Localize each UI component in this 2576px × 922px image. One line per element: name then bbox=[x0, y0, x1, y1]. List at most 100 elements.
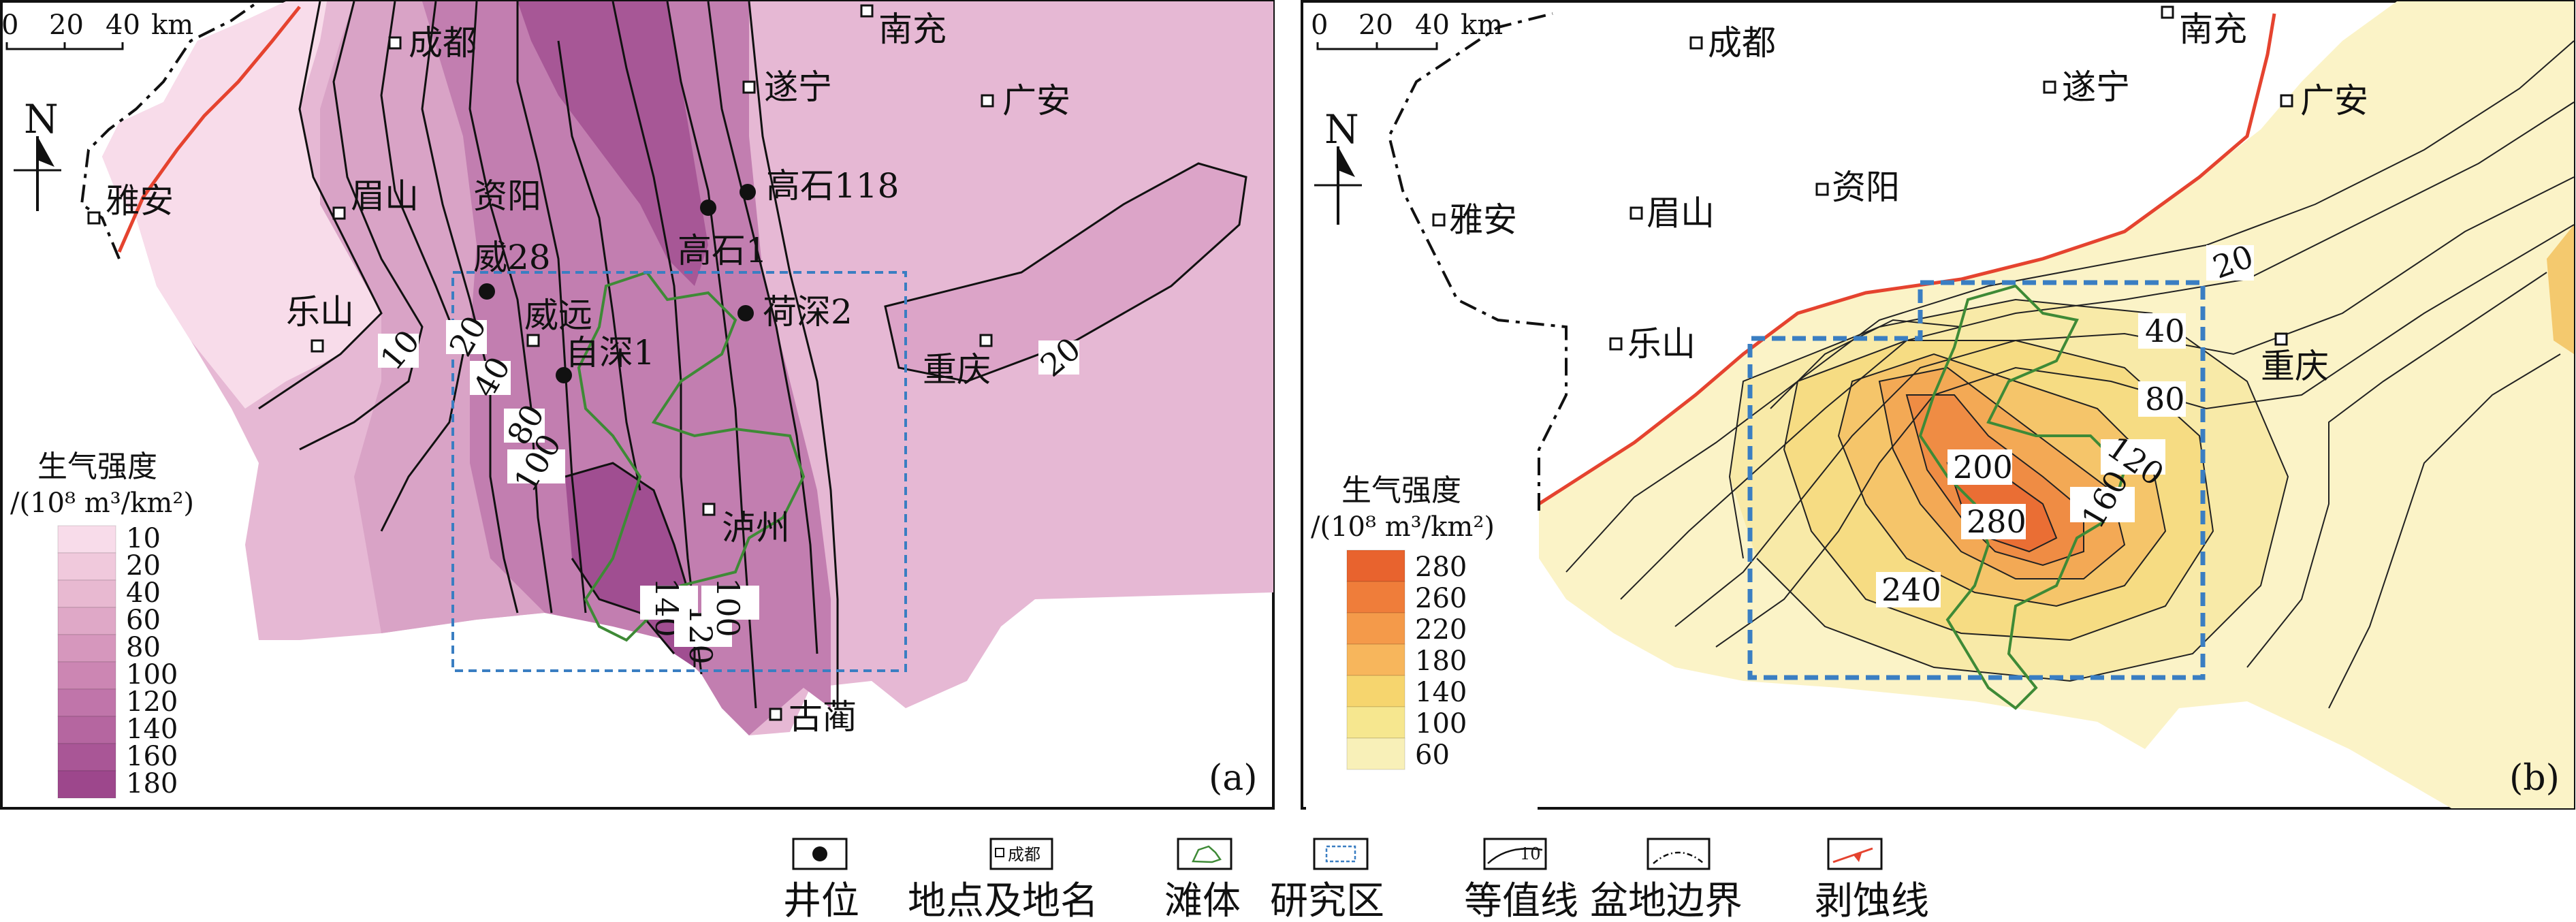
study-area-b bbox=[1747, 280, 2206, 680]
svg-text:20: 20 bbox=[1358, 10, 1393, 41]
city-luzhou-a: 泸州 bbox=[722, 508, 790, 547]
city-yaan-b: 雅安 bbox=[1449, 200, 1517, 240]
basin-boundary-icon bbox=[1653, 851, 1704, 864]
legend-b-swatch-60 bbox=[1346, 737, 1405, 770]
legend-a-value-180: 180 bbox=[126, 768, 178, 799]
city-leshan-a: 乐山 bbox=[286, 292, 354, 332]
legend-b-value-220: 220 bbox=[1415, 614, 1467, 646]
svg-text:km: km bbox=[151, 10, 193, 41]
city-meishan-b: 眉山 bbox=[1647, 193, 1715, 233]
city-ziyang-b: 资阳 bbox=[1832, 168, 1900, 207]
well-wei28: 威28 bbox=[473, 238, 551, 277]
place-icon bbox=[995, 848, 1004, 857]
legend-item-erosion-line: 剥蚀线 bbox=[1815, 838, 1929, 922]
svg-text:20: 20 bbox=[49, 10, 84, 41]
city-leshan-b: 乐山 bbox=[1627, 324, 1696, 364]
basin-boundary-b bbox=[1387, 12, 1568, 511]
isoline-icon bbox=[1487, 847, 1543, 864]
panel-label-b: (b) bbox=[2509, 758, 2560, 799]
legend-a-value-140: 140 bbox=[126, 714, 178, 745]
svg-text:40: 40 bbox=[1415, 10, 1450, 41]
city-chengdu-b: 成都 bbox=[1708, 23, 1776, 63]
basin-boundary-a bbox=[80, 1, 260, 259]
city-chongqing-b: 重庆 bbox=[2261, 347, 2329, 386]
well-gaoshi118: 高石118 bbox=[766, 166, 899, 206]
legend-b-value-280: 280 bbox=[1415, 552, 1467, 583]
panel-label-a: (a) bbox=[1209, 758, 1258, 799]
wells-a: 高石118 高石1 威28 荷深2 自深1 bbox=[473, 166, 899, 383]
legend-a-value-40: 40 bbox=[126, 577, 161, 609]
city-gulin-a: 古蔺 bbox=[789, 697, 857, 737]
legend-a-value-160: 160 bbox=[126, 741, 178, 772]
city-nanchong-b: 南充 bbox=[2179, 10, 2247, 49]
city-ziyang-a: 资阳 bbox=[473, 176, 541, 216]
north-arrow-b: N bbox=[1314, 106, 1362, 225]
city-chengdu-a: 成都 bbox=[409, 23, 477, 63]
svg-text:盆地边界: 盆地边界 bbox=[1590, 879, 1743, 922]
legend-a: 生气强度 /(10⁸ m³/km²) 102040608010012014016… bbox=[10, 449, 194, 799]
well-icon bbox=[812, 846, 827, 861]
zone-b-east bbox=[2547, 225, 2574, 354]
legend-a-value-20: 20 bbox=[126, 550, 161, 582]
svg-text:10: 10 bbox=[1520, 844, 1541, 863]
city-guangan-a: 广安 bbox=[1002, 81, 1070, 121]
contour-labels-a: 10 20 40 80 100 140 120 100 20 bbox=[373, 310, 1087, 665]
legend-title-a: 生气强度 bbox=[37, 449, 157, 484]
city-meishan-a: 眉山 bbox=[351, 176, 419, 216]
zone-80 bbox=[422, 1, 831, 735]
scale-bar-a: 0 20 40 km bbox=[1, 10, 193, 50]
legend-item-basin-boundary: 盆地边界 bbox=[1590, 838, 1743, 922]
city-guangan-b: 广安 bbox=[2300, 81, 2368, 121]
city-chongqing-a: 重庆 bbox=[923, 350, 991, 390]
legend-b-swatch-140 bbox=[1346, 675, 1405, 708]
legend-a-swatch-100 bbox=[57, 661, 116, 690]
shoal-icon bbox=[1192, 845, 1222, 863]
panel-a-map: 10 20 40 80 100 140 120 100 20 0 20 40 k… bbox=[0, 0, 1275, 810]
legend-a-swatch-20 bbox=[57, 552, 116, 581]
legend-item-place: 成都 地点及地名 bbox=[908, 838, 1098, 922]
legend-b-value-60: 60 bbox=[1415, 740, 1450, 771]
study-area-icon bbox=[1325, 845, 1356, 863]
zone-20-east bbox=[885, 163, 1246, 381]
city-suining-a: 遂宁 bbox=[764, 67, 832, 107]
legend-title-b: 生气强度 bbox=[1341, 473, 1461, 508]
legend-a-swatch-40 bbox=[57, 579, 116, 608]
legend-a-swatch-60 bbox=[57, 607, 116, 635]
legend-a-swatch-140 bbox=[57, 716, 116, 744]
cities-b: 成都 南充 遂宁 广安 雅安 眉山 资阳 乐山 重庆 bbox=[1432, 5, 2368, 386]
svg-text:剥蚀线: 剥蚀线 bbox=[1815, 879, 1929, 922]
svg-text:40: 40 bbox=[106, 10, 140, 41]
legend-a-value-80: 80 bbox=[126, 632, 161, 663]
legend-a-value-100: 100 bbox=[126, 659, 178, 690]
city-weiyuan-a: 威远 bbox=[524, 296, 592, 335]
svg-text:研究区: 研究区 bbox=[1270, 879, 1384, 922]
svg-text:等值线: 等值线 bbox=[1464, 879, 1578, 922]
legend-a-swatch-180 bbox=[57, 770, 116, 799]
contour-label-b-280: 280 bbox=[1967, 503, 2026, 540]
panel-b-map: 20 40 80 120 160 200 280 240 0 20 40 km … bbox=[1301, 0, 2575, 810]
legend-b-value-140: 140 bbox=[1415, 677, 1467, 708]
well-heshen2: 荷深2 bbox=[763, 292, 853, 332]
contour-label-b-200: 200 bbox=[1953, 449, 2013, 486]
shoal-b bbox=[1918, 284, 2127, 710]
legend-b-value-180: 180 bbox=[1415, 646, 1467, 677]
legend-b-value-100: 100 bbox=[1415, 708, 1467, 740]
legend-b-swatch-260 bbox=[1346, 581, 1405, 614]
legend-b-swatch-280 bbox=[1346, 550, 1405, 582]
legend-a-swatch-10 bbox=[57, 525, 116, 554]
zone-10 bbox=[102, 1, 381, 409]
legend-unit-b: /(10⁸ m³/km²) bbox=[1311, 511, 1495, 543]
erosion-line-b bbox=[1538, 13, 2276, 506]
well-gaoshi1: 高石1 bbox=[678, 231, 767, 270]
bottom-legend: 井位 成都 地点及地名 滩体 研究区 10 等值线 盆地边界 bbox=[783, 838, 1929, 922]
contour-label-100b: 100 bbox=[710, 577, 746, 637]
svg-text:km: km bbox=[1461, 10, 1503, 41]
legend-item-isoline: 10 等值线 bbox=[1464, 838, 1578, 922]
erosion-line-icon bbox=[1832, 847, 1873, 863]
well-zishen1: 自深1 bbox=[565, 333, 655, 372]
legend-a-value-10: 10 bbox=[126, 523, 161, 554]
legend-b-swatch-220 bbox=[1346, 612, 1405, 645]
contour-lines-b bbox=[1565, 40, 2574, 709]
